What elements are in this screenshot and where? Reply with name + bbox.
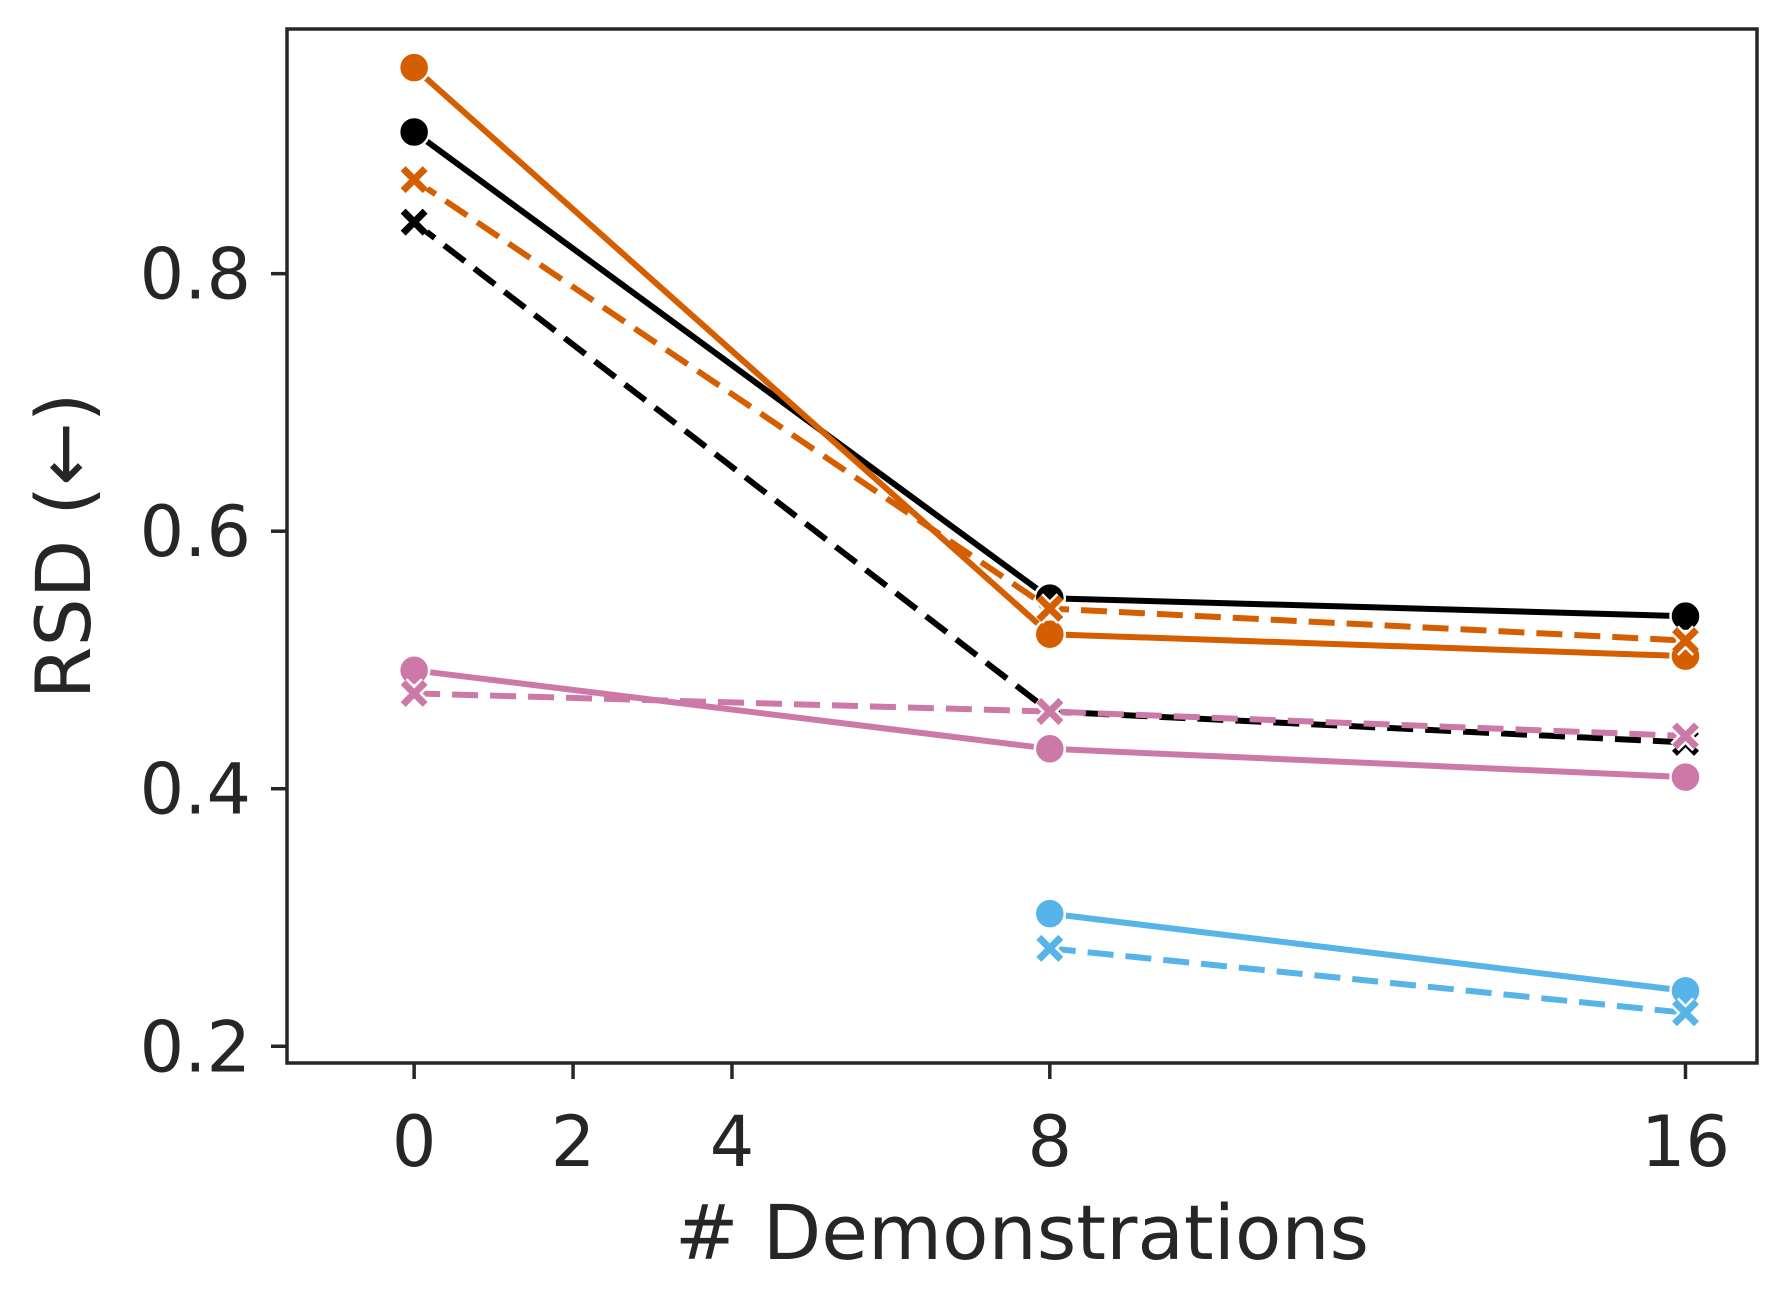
data-point-pink-solid-0 bbox=[397, 654, 431, 687]
plot-frame bbox=[285, 27, 1759, 1065]
y-tick-label-0.2: 0.2 bbox=[140, 1006, 251, 1088]
y-tick-label-0.4: 0.4 bbox=[140, 749, 251, 831]
data-point-black-solid-2 bbox=[1669, 599, 1702, 633]
data-point-pink-dashed-1 bbox=[1034, 696, 1066, 727]
data-point-pink-solid-1 bbox=[1033, 732, 1067, 766]
series-black-solid bbox=[397, 115, 1702, 633]
x-tick-label-2: 2 bbox=[551, 1101, 596, 1183]
marker-x bbox=[1672, 999, 1699, 1027]
series-layer bbox=[397, 51, 1702, 1029]
x-tick-label-0: 0 bbox=[392, 1101, 437, 1183]
series-line-blue-solid bbox=[1049, 910, 1686, 994]
data-point-pink-solid-2 bbox=[1669, 760, 1702, 794]
series-line-orange-dashed bbox=[412, 177, 1686, 644]
data-point-orange-dashed-2 bbox=[1670, 625, 1701, 656]
marker-x bbox=[1036, 697, 1064, 725]
data-point-blue-solid-0 bbox=[1033, 897, 1067, 930]
data-point-pink-dashed-0 bbox=[398, 678, 430, 709]
marker-x bbox=[400, 166, 428, 194]
series-orange-dashed bbox=[398, 164, 1701, 656]
marker-x bbox=[400, 208, 428, 236]
x-axis-label: # Demonstrations bbox=[675, 1188, 1369, 1277]
y-axis-label: RSD (←) bbox=[19, 393, 108, 700]
series-line-blue-dashed bbox=[1049, 945, 1686, 1016]
data-point-black-solid-0 bbox=[397, 115, 431, 149]
series-line-black-dashed bbox=[412, 219, 1686, 746]
marker-x bbox=[400, 679, 428, 707]
marker-x bbox=[1672, 722, 1699, 750]
data-point-blue-dashed-0 bbox=[1034, 933, 1066, 964]
data-point-blue-dashed-1 bbox=[1670, 997, 1701, 1029]
series-line-pink-dashed bbox=[414, 690, 1686, 739]
series-pink-dashed bbox=[398, 678, 1701, 752]
x-tick-label-4: 4 bbox=[710, 1101, 755, 1183]
y-tick-label-0.6: 0.6 bbox=[140, 491, 251, 573]
marker-x bbox=[1036, 594, 1064, 622]
marker-x bbox=[1672, 627, 1699, 655]
data-point-orange-solid-0 bbox=[397, 51, 431, 84]
series-pink-solid bbox=[397, 654, 1702, 794]
series-blue-solid bbox=[1033, 897, 1702, 1008]
x-tick-label-16: 16 bbox=[1641, 1101, 1730, 1183]
ticks-layer: 0 2 4 8 16 0.2 0.4 0.6 0.8 bbox=[140, 234, 1730, 1183]
series-line-orange-solid bbox=[412, 65, 1686, 660]
x-tick-label-8: 8 bbox=[1028, 1101, 1073, 1183]
series-blue-dashed bbox=[1034, 933, 1701, 1029]
series-black-dashed bbox=[398, 206, 1701, 758]
data-point-orange-dashed-0 bbox=[398, 164, 430, 195]
data-point-pink-dashed-2 bbox=[1670, 720, 1701, 752]
series-line-black-solid bbox=[412, 129, 1686, 620]
y-tick-label-0.8: 0.8 bbox=[140, 234, 251, 316]
axes-layer bbox=[285, 27, 1759, 1065]
data-point-orange-solid-1 bbox=[1033, 617, 1067, 651]
data-point-black-dashed-0 bbox=[398, 206, 430, 238]
data-point-orange-dashed-1 bbox=[1034, 593, 1066, 624]
marker-x bbox=[1036, 934, 1064, 962]
